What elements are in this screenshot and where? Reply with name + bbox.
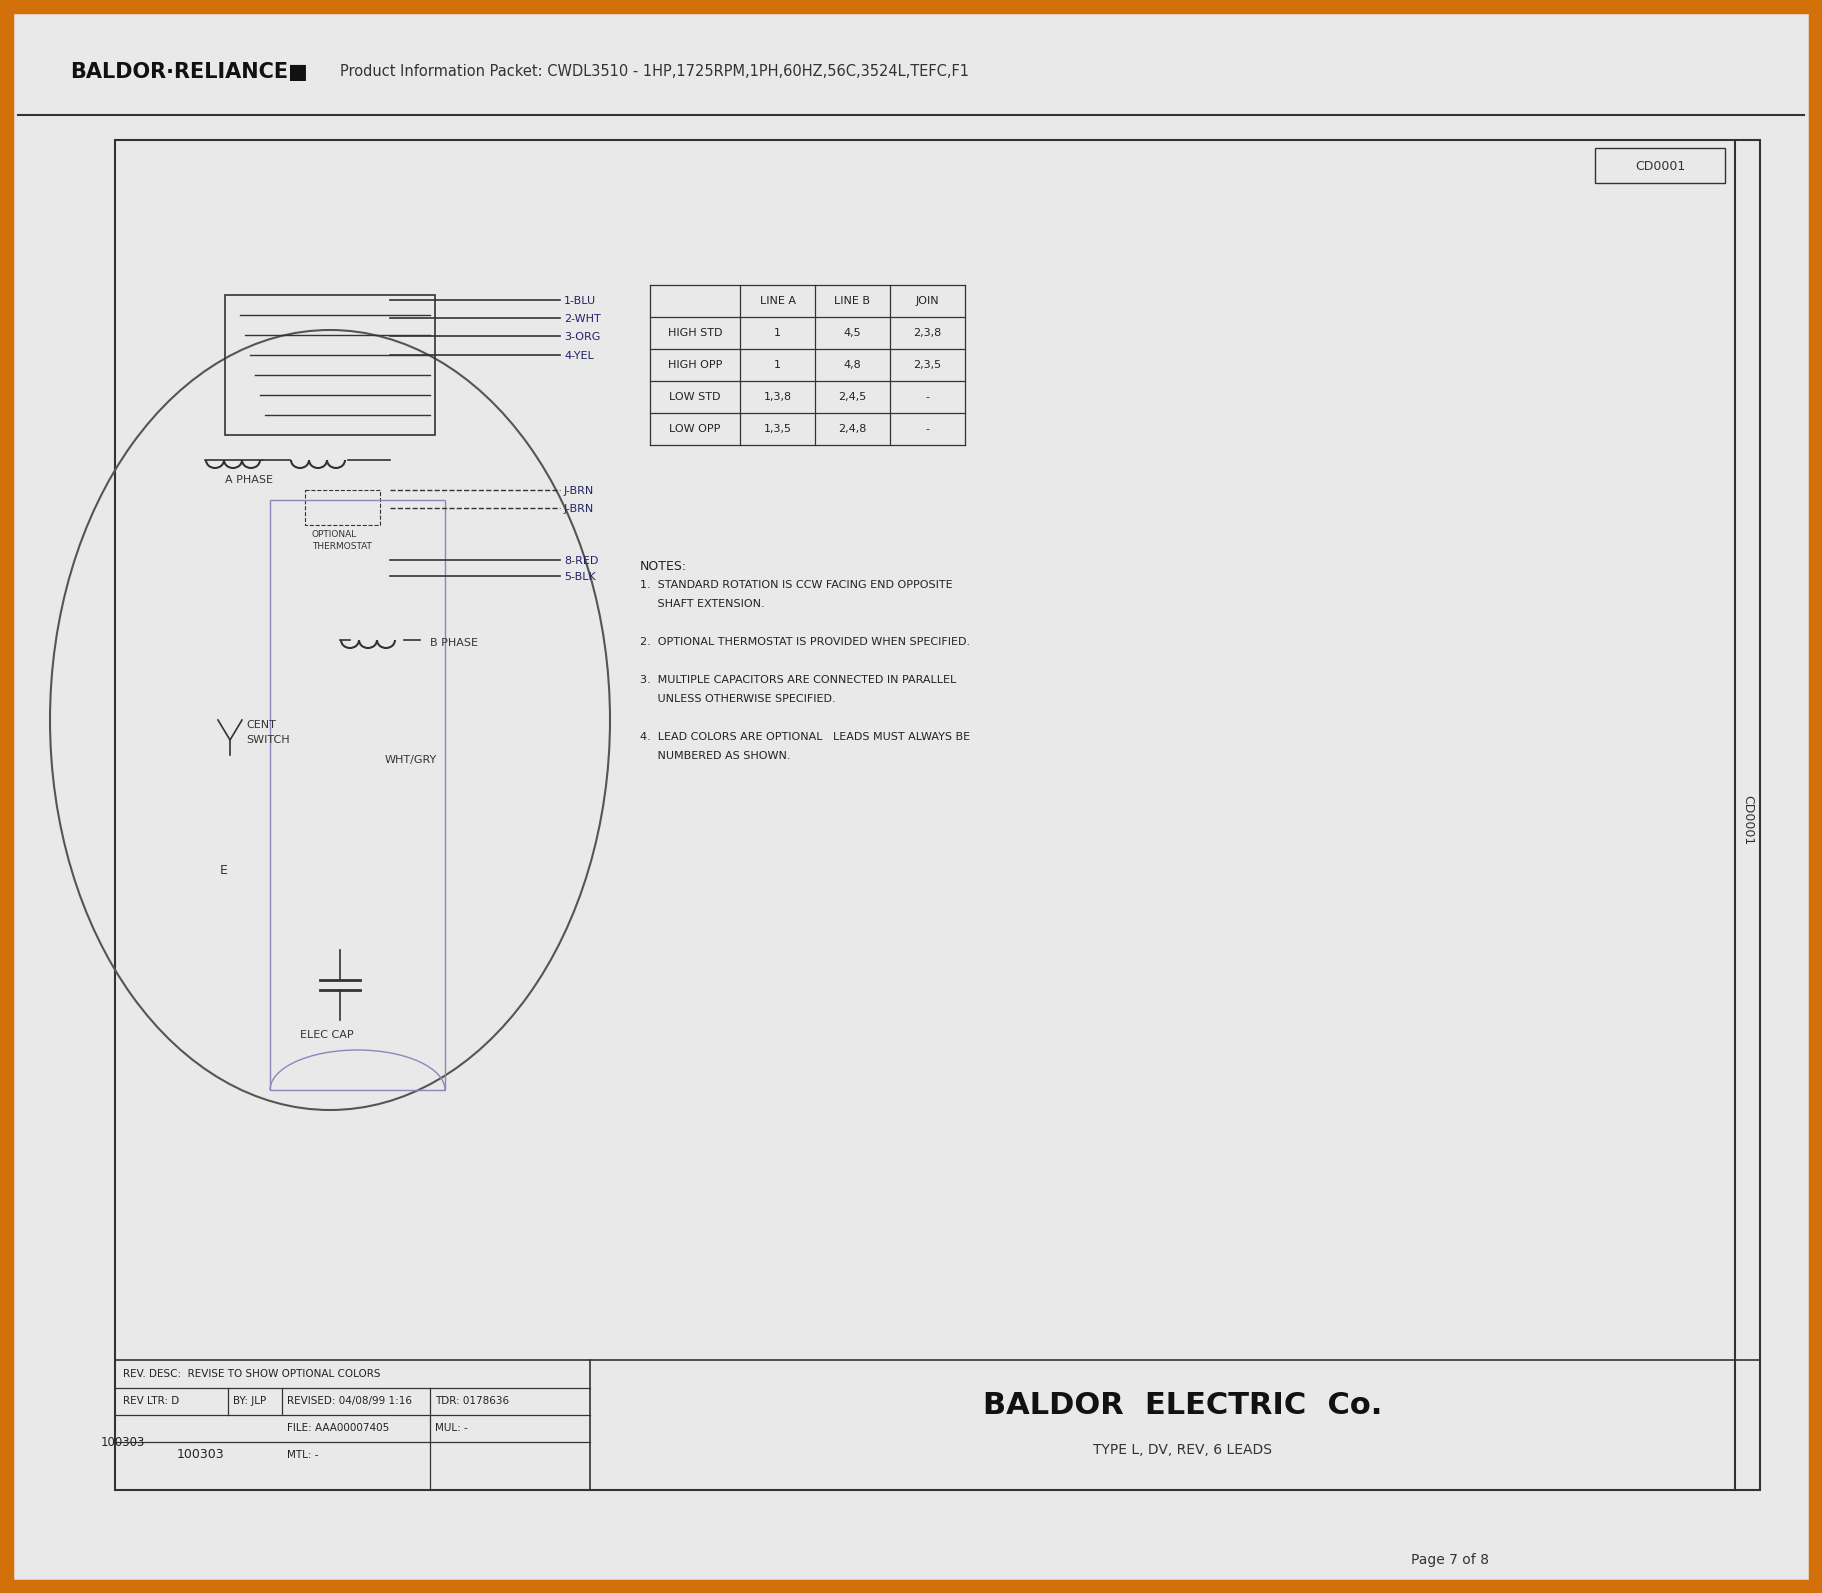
Text: J-BRN: J-BRN (565, 503, 594, 515)
Text: LINE B: LINE B (834, 296, 871, 306)
Text: 1: 1 (774, 360, 782, 370)
Text: Page 7 of 8: Page 7 of 8 (1410, 1553, 1489, 1568)
Text: CD0001: CD0001 (1742, 795, 1755, 846)
Text: 100303: 100303 (177, 1448, 224, 1461)
Text: TDR: 0178636: TDR: 0178636 (435, 1395, 508, 1407)
Text: 2-WHT: 2-WHT (565, 314, 601, 323)
Bar (115, 140, 1760, 1489)
Text: HIGH OPP: HIGH OPP (669, 360, 722, 370)
Text: 1.  STANDARD ROTATION IS CCW FACING END OPPOSITE: 1. STANDARD ROTATION IS CCW FACING END O… (640, 580, 953, 589)
Text: 2.  OPTIONAL THERMOSTAT IS PROVIDED WHEN SPECIFIED.: 2. OPTIONAL THERMOSTAT IS PROVIDED WHEN … (640, 637, 969, 647)
Text: LINE A: LINE A (760, 296, 796, 306)
Text: J-BRN: J-BRN (565, 486, 594, 495)
Text: 4,8: 4,8 (844, 360, 862, 370)
Text: TYPE L, DV, REV, 6 LEADS: TYPE L, DV, REV, 6 LEADS (1093, 1443, 1272, 1458)
Text: ELEC CAP: ELEC CAP (301, 1031, 353, 1040)
Bar (1594, 148, 1725, 183)
Text: E: E (220, 863, 228, 876)
Text: 2,4,8: 2,4,8 (838, 424, 867, 433)
Text: 100303: 100303 (100, 1435, 146, 1448)
Text: MUL: -: MUL: - (435, 1423, 468, 1434)
Text: BALDOR  ELECTRIC  Co.: BALDOR ELECTRIC Co. (982, 1391, 1383, 1419)
Text: 4.  LEAD COLORS ARE OPTIONAL   LEADS MUST ALWAYS BE: 4. LEAD COLORS ARE OPTIONAL LEADS MUST A… (640, 733, 969, 742)
Text: 4,5: 4,5 (844, 328, 862, 338)
Text: MTL: -: MTL: - (288, 1450, 319, 1461)
Text: 8-RED: 8-RED (565, 556, 598, 566)
Text: CD0001: CD0001 (1634, 159, 1685, 172)
Text: LOW OPP: LOW OPP (669, 424, 722, 433)
Text: B PHASE: B PHASE (430, 639, 477, 648)
Text: SWITCH: SWITCH (246, 734, 290, 746)
Text: 2,4,5: 2,4,5 (838, 392, 867, 401)
Text: -: - (926, 424, 929, 433)
Text: 1,3,5: 1,3,5 (763, 424, 791, 433)
Text: HIGH STD: HIGH STD (667, 328, 722, 338)
Text: CENT: CENT (246, 720, 275, 730)
Text: 1-BLU: 1-BLU (565, 296, 596, 306)
Bar (304, 491, 381, 526)
Text: UNLESS OTHERWISE SPECIFIED.: UNLESS OTHERWISE SPECIFIED. (640, 695, 836, 704)
Text: 5-BLK: 5-BLK (565, 572, 596, 581)
Text: BY: JLP: BY: JLP (233, 1395, 266, 1407)
Text: A PHASE: A PHASE (224, 475, 273, 484)
Text: 3.  MULTIPLE CAPACITORS ARE CONNECTED IN PARALLEL: 3. MULTIPLE CAPACITORS ARE CONNECTED IN … (640, 675, 957, 685)
Text: BALDOR·RELIANCE■: BALDOR·RELIANCE■ (69, 62, 308, 81)
Text: WHT/GRY: WHT/GRY (384, 755, 437, 765)
Text: NUMBERED AS SHOWN.: NUMBERED AS SHOWN. (640, 750, 791, 761)
Bar (270, 500, 445, 1090)
Text: REV LTR: D: REV LTR: D (124, 1395, 179, 1407)
Text: Product Information Packet: CWDL3510 - 1HP,1725RPM,1PH,60HZ,56C,3524L,TEFC,F1: Product Information Packet: CWDL3510 - 1… (341, 64, 969, 80)
Bar (224, 295, 435, 435)
Text: 1: 1 (774, 328, 782, 338)
Text: 1,3,8: 1,3,8 (763, 392, 791, 401)
Text: JOIN: JOIN (916, 296, 940, 306)
Text: REV. DESC:  REVISE TO SHOW OPTIONAL COLORS: REV. DESC: REVISE TO SHOW OPTIONAL COLOR… (124, 1368, 381, 1380)
Text: 4-YEL: 4-YEL (565, 350, 594, 362)
Text: THERMOSTAT: THERMOSTAT (312, 542, 372, 551)
Text: NOTES:: NOTES: (640, 561, 687, 573)
Text: -: - (926, 392, 929, 401)
Text: OPTIONAL: OPTIONAL (312, 530, 357, 538)
Text: 2,3,5: 2,3,5 (913, 360, 942, 370)
Text: 3-ORG: 3-ORG (565, 331, 601, 342)
Text: REVISED: 04/08/99 1:16: REVISED: 04/08/99 1:16 (288, 1395, 412, 1407)
Text: SHAFT EXTENSION.: SHAFT EXTENSION. (640, 599, 765, 609)
Text: FILE: AAA00007405: FILE: AAA00007405 (288, 1423, 390, 1434)
Text: LOW STD: LOW STD (669, 392, 722, 401)
Text: 2,3,8: 2,3,8 (913, 328, 942, 338)
